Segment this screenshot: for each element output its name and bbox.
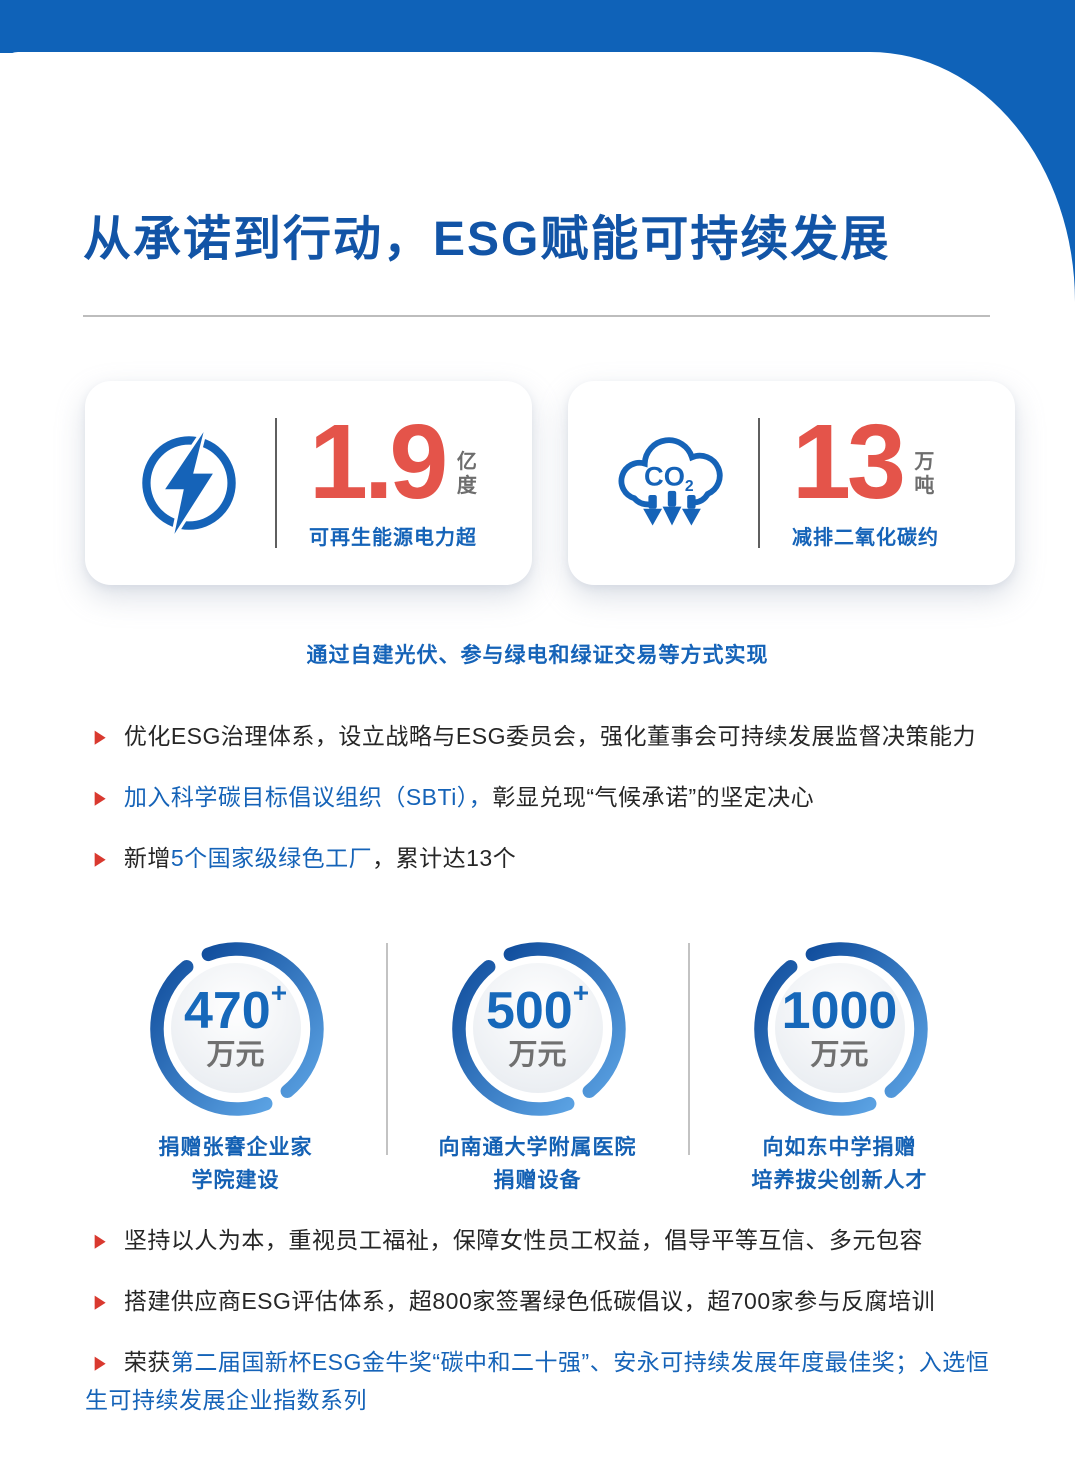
bullet-item: ▶ 坚持以人为本，重视员工福祉，保障女性员工权益，倡导平等互信、多元包容	[85, 1223, 990, 1261]
bullet-text: 新增	[123, 845, 171, 872]
donut-unit: 万元	[810, 1038, 869, 1071]
donut-stat: 500 + 万元 向南通大学附属医院 捐赠设备	[388, 937, 688, 1197]
stat-card-co2-reduction: CO2 13 万吨 减排二氧化碳约	[568, 381, 1015, 586]
caption-line: 捐赠设备	[493, 1169, 582, 1193]
bullet-triangle-icon: ▶	[94, 727, 107, 748]
bullet-text: 坚持以人为本，重视员工福祉，保障女性员工权益，倡导平等互信、多元包容	[123, 1227, 923, 1254]
bullet-item: ▶ 搭建供应商ESG评估体系，超800家签署绿色低碳倡议，超700家参与反腐培训	[85, 1284, 990, 1322]
bullet-text: 优化ESG治理体系，设立战略与ESG委员会，强化董事会可持续发展监督决策能力	[123, 723, 976, 750]
caption-line: 向南通大学附属医院	[438, 1136, 637, 1160]
bullet-text: 搭建供应商ESG评估体系，超800家签署绿色低碳倡议，超700家参与反腐培训	[123, 1288, 936, 1315]
bullet-triangle-icon: ▶	[94, 788, 107, 809]
bullet-item: ▶ 新增5个国家级绿色工厂，累计达13个	[85, 841, 990, 879]
card-divider	[758, 418, 760, 549]
bullet-triangle-icon: ▶	[94, 1353, 107, 1374]
bullet-text: 加入科学碳目标倡议组织（SBTi），	[123, 784, 493, 811]
stat-card-renewable-energy: 1.9 亿度 可再生能源电力超	[85, 381, 532, 586]
co2-subscript: 2	[685, 478, 694, 495]
bullet-triangle-icon: ▶	[94, 849, 107, 870]
co2-label: CO	[644, 461, 685, 492]
donut-value: 1000	[781, 981, 898, 1040]
donut-ring-icon: 1000 万元	[749, 937, 931, 1119]
stat-unit: 万吨	[914, 451, 935, 498]
caption-line: 捐赠张謇企业家	[158, 1136, 313, 1160]
methods-note: 通过自建光伏、参与绿电和绿证交易等方式实现	[306, 644, 769, 668]
svg-text:CO2: CO2	[644, 461, 694, 495]
stat-value: 1.9	[309, 403, 448, 522]
bullet-item: ▶ 荣获第二届国新杯ESG金牛奖“碳中和二十强”、安永可持续发展年度最佳奖；入选恒…	[85, 1345, 990, 1417]
bullet-triangle-icon: ▶	[94, 1292, 107, 1313]
lightning-icon	[129, 429, 249, 538]
stat-value: 13	[792, 403, 906, 522]
donut-caption: 向如东中学捐赠 培养拔尖创新人才	[690, 1131, 990, 1197]
donut-unit: 万元	[206, 1038, 265, 1071]
bullet-text: 5个国家级绿色工厂	[170, 845, 373, 872]
donut-unit: 万元	[508, 1038, 567, 1071]
donut-value: 500	[485, 981, 573, 1040]
card-divider	[275, 418, 277, 549]
donut-plus: +	[270, 976, 288, 1008]
donut-plus: +	[572, 976, 590, 1008]
donut-divider	[385, 943, 388, 1156]
stat-label: 可再生能源电力超	[309, 527, 477, 550]
donut-ring-icon: 500 + 万元	[447, 937, 629, 1119]
donut-stat: 1000 万元 向如东中学捐赠 培养拔尖创新人才	[690, 937, 990, 1197]
bullet-text: 第二届国新杯ESG金牛奖“碳中和二十强”、安永可持续发展年度最佳奖；入选恒生可持…	[85, 1349, 990, 1414]
donut-divider	[687, 943, 690, 1156]
donut-caption: 向南通大学附属医院 捐赠设备	[388, 1131, 688, 1197]
content-panel: 从承诺到行动，ESG赋能可持续发展 1.9 亿度 可再生能源电力超	[0, 52, 1075, 1462]
caption-line: 培养拔尖创新人才	[751, 1169, 928, 1193]
bullets-bottom: ▶ 坚持以人为本，重视员工福祉，保障女性员工权益，倡导平等互信、多元包容 ▶ 搭建供…	[85, 1223, 990, 1417]
donut-caption: 捐赠张謇企业家 学院建设	[86, 1131, 386, 1197]
donut-stat: 470 + 万元 捐赠张謇企业家 学院建设	[86, 937, 386, 1197]
page-title: 从承诺到行动，ESG赋能可持续发展	[83, 213, 891, 266]
bullets-top: ▶ 优化ESG治理体系，设立战略与ESG委员会，强化董事会可持续发展监督决策能力 …	[85, 719, 990, 879]
down-arrows-icon	[643, 491, 701, 526]
bullet-item: ▶ 优化ESG治理体系，设立战略与ESG委员会，强化董事会可持续发展监督决策能力	[85, 719, 990, 757]
title-divider	[83, 315, 990, 318]
donation-stats-row: 470 + 万元 捐赠张謇企业家 学院建设 500 + 万元	[0, 937, 1075, 1197]
bullet-text: 彰显兑现“气候承诺”的坚定决心	[492, 784, 815, 811]
bullet-text: 荣获	[123, 1349, 171, 1376]
caption-line: 向如东中学捐赠	[762, 1136, 917, 1160]
co2-cloud-icon: CO2	[612, 429, 732, 537]
bullet-text: ，累计达13个	[372, 845, 517, 872]
caption-line: 学院建设	[191, 1169, 280, 1193]
stat-unit: 亿度	[456, 451, 477, 498]
stat-cards-row: 1.9 亿度 可再生能源电力超 CO2	[85, 381, 1075, 586]
stat-label: 减排二氧化碳约	[792, 527, 939, 550]
bullet-triangle-icon: ▶	[94, 1231, 107, 1252]
donut-value: 470	[183, 981, 271, 1040]
bullet-item: ▶ 加入科学碳目标倡议组织（SBTi），彰显兑现“气候承诺”的坚定决心	[85, 780, 990, 818]
donut-ring-icon: 470 + 万元	[145, 937, 327, 1119]
